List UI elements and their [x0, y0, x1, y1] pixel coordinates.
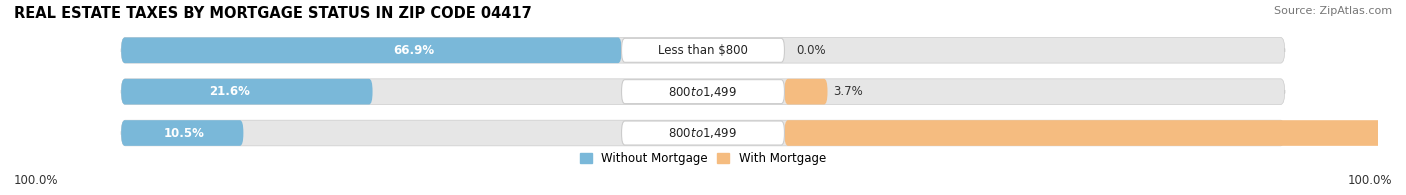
Text: 10.5%: 10.5% — [165, 127, 205, 139]
Text: Source: ZipAtlas.com: Source: ZipAtlas.com — [1274, 6, 1392, 16]
Text: REAL ESTATE TAXES BY MORTGAGE STATUS IN ZIP CODE 04417: REAL ESTATE TAXES BY MORTGAGE STATUS IN … — [14, 6, 531, 21]
Text: Less than $800: Less than $800 — [658, 44, 748, 57]
Legend: Without Mortgage, With Mortgage: Without Mortgage, With Mortgage — [581, 152, 825, 165]
FancyBboxPatch shape — [621, 121, 785, 145]
Text: 3.7%: 3.7% — [834, 85, 863, 98]
Text: $800 to $1,499: $800 to $1,499 — [668, 126, 738, 140]
Text: 0.0%: 0.0% — [796, 44, 825, 57]
Text: 66.9%: 66.9% — [394, 44, 434, 57]
Text: 100.0%: 100.0% — [14, 174, 59, 187]
FancyBboxPatch shape — [621, 80, 785, 104]
FancyBboxPatch shape — [785, 120, 1406, 146]
FancyBboxPatch shape — [621, 38, 785, 62]
FancyBboxPatch shape — [121, 79, 373, 105]
Text: 21.6%: 21.6% — [209, 85, 250, 98]
Text: 100.0%: 100.0% — [1347, 174, 1392, 187]
FancyBboxPatch shape — [121, 79, 1285, 105]
FancyBboxPatch shape — [121, 120, 243, 146]
FancyBboxPatch shape — [121, 37, 621, 63]
FancyBboxPatch shape — [121, 120, 1285, 146]
Text: $800 to $1,499: $800 to $1,499 — [668, 85, 738, 99]
FancyBboxPatch shape — [785, 79, 828, 105]
FancyBboxPatch shape — [121, 37, 1285, 63]
